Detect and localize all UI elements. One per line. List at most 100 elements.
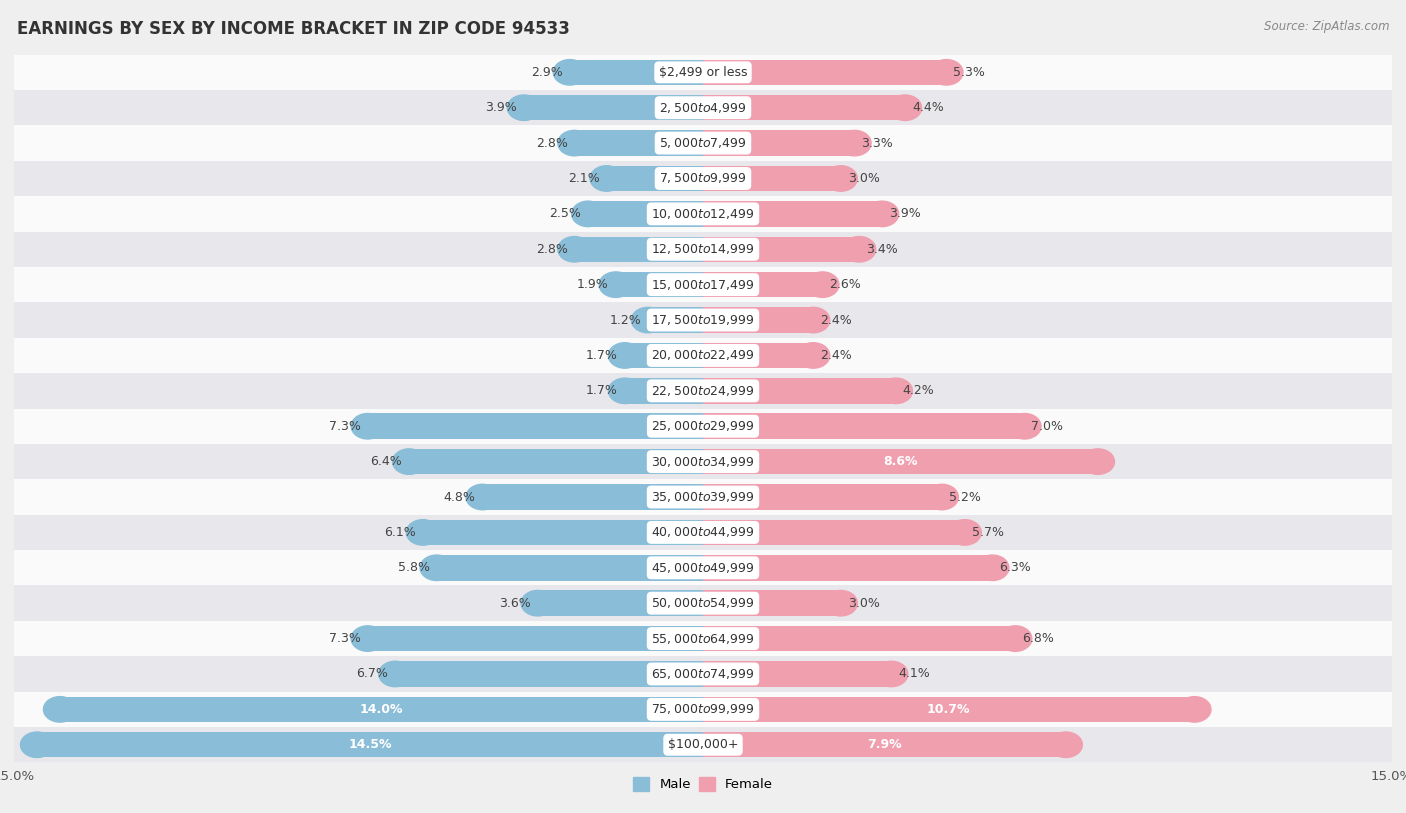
Bar <box>14 267 1392 302</box>
Circle shape <box>558 130 591 156</box>
Circle shape <box>609 343 641 368</box>
Text: 1.9%: 1.9% <box>576 278 609 291</box>
Circle shape <box>392 449 426 474</box>
Bar <box>703 661 891 687</box>
Bar <box>14 408 1392 444</box>
Circle shape <box>609 378 641 403</box>
Circle shape <box>976 555 1010 580</box>
Text: $65,000 to $74,999: $65,000 to $74,999 <box>651 667 755 681</box>
Circle shape <box>572 201 605 227</box>
Circle shape <box>925 485 959 510</box>
Bar <box>648 307 703 333</box>
Bar <box>368 626 703 651</box>
Text: 14.0%: 14.0% <box>360 703 404 716</box>
Bar <box>703 130 855 156</box>
Bar <box>14 727 1392 763</box>
Bar <box>14 337 1392 373</box>
Bar <box>14 585 1392 621</box>
Bar <box>575 237 703 262</box>
Bar <box>703 307 813 333</box>
Text: 2.8%: 2.8% <box>536 243 568 256</box>
Bar <box>537 590 703 616</box>
Text: 7.9%: 7.9% <box>868 738 901 751</box>
Circle shape <box>522 590 554 616</box>
Bar <box>14 232 1392 267</box>
Bar <box>437 555 703 580</box>
Circle shape <box>824 166 858 191</box>
Circle shape <box>875 661 908 687</box>
Bar <box>37 732 703 758</box>
Text: 5.7%: 5.7% <box>972 526 1004 539</box>
Circle shape <box>406 520 439 546</box>
Bar <box>14 692 1392 727</box>
Bar <box>703 485 942 510</box>
Bar <box>569 59 703 85</box>
Text: 3.4%: 3.4% <box>866 243 898 256</box>
Text: $5,000 to $7,499: $5,000 to $7,499 <box>659 136 747 150</box>
Bar <box>703 449 1098 474</box>
Text: 3.3%: 3.3% <box>862 137 893 150</box>
Bar <box>703 343 813 368</box>
Circle shape <box>838 130 872 156</box>
Text: $40,000 to $44,999: $40,000 to $44,999 <box>651 525 755 539</box>
Circle shape <box>465 485 499 510</box>
Bar <box>588 201 703 227</box>
Text: 7.0%: 7.0% <box>1032 420 1063 433</box>
Bar <box>703 237 859 262</box>
Text: 2.9%: 2.9% <box>531 66 562 79</box>
Text: EARNINGS BY SEX BY INCOME BRACKET IN ZIP CODE 94533: EARNINGS BY SEX BY INCOME BRACKET IN ZIP… <box>17 20 569 38</box>
Circle shape <box>352 626 384 651</box>
Text: 2.6%: 2.6% <box>830 278 860 291</box>
Bar <box>14 373 1392 409</box>
Text: 1.7%: 1.7% <box>586 385 619 398</box>
Bar <box>616 272 703 298</box>
Text: $10,000 to $12,499: $10,000 to $12,499 <box>651 207 755 221</box>
Text: $75,000 to $99,999: $75,000 to $99,999 <box>651 702 755 716</box>
Text: 14.5%: 14.5% <box>349 738 392 751</box>
Text: 2.4%: 2.4% <box>820 349 852 362</box>
Circle shape <box>797 307 830 333</box>
Bar <box>14 550 1392 585</box>
Text: 6.7%: 6.7% <box>357 667 388 680</box>
Bar <box>14 480 1392 515</box>
Text: 2.8%: 2.8% <box>536 137 568 150</box>
Circle shape <box>44 697 76 722</box>
Text: $25,000 to $29,999: $25,000 to $29,999 <box>651 420 755 433</box>
Circle shape <box>631 307 665 333</box>
Text: $2,499 or less: $2,499 or less <box>659 66 747 79</box>
Bar <box>368 414 703 439</box>
Text: 6.1%: 6.1% <box>384 526 416 539</box>
Text: 2.5%: 2.5% <box>550 207 581 220</box>
Bar <box>14 161 1392 196</box>
Text: 3.0%: 3.0% <box>848 597 880 610</box>
Bar <box>14 515 1392 550</box>
Bar <box>703 166 841 191</box>
Bar <box>524 95 703 120</box>
Text: 10.7%: 10.7% <box>927 703 970 716</box>
Bar <box>703 414 1025 439</box>
Circle shape <box>879 378 912 403</box>
Text: 2.4%: 2.4% <box>820 314 852 327</box>
Text: 7.3%: 7.3% <box>329 632 361 645</box>
Text: $50,000 to $54,999: $50,000 to $54,999 <box>651 596 755 611</box>
Circle shape <box>1008 414 1040 439</box>
Bar <box>14 125 1392 161</box>
Text: 6.8%: 6.8% <box>1022 632 1054 645</box>
Bar <box>14 444 1392 480</box>
Circle shape <box>420 555 453 580</box>
Text: 4.8%: 4.8% <box>444 490 475 503</box>
Text: $12,500 to $14,999: $12,500 to $14,999 <box>651 242 755 256</box>
Bar <box>703 520 965 546</box>
Circle shape <box>378 661 412 687</box>
Text: 3.9%: 3.9% <box>485 101 517 114</box>
Legend: Male, Female: Male, Female <box>627 772 779 797</box>
Text: $15,000 to $17,499: $15,000 to $17,499 <box>651 278 755 292</box>
Bar <box>703 555 993 580</box>
Bar <box>423 520 703 546</box>
Bar <box>703 95 905 120</box>
Text: 5.2%: 5.2% <box>949 490 980 503</box>
Text: 1.7%: 1.7% <box>586 349 619 362</box>
Circle shape <box>591 166 623 191</box>
Bar <box>60 697 703 722</box>
Circle shape <box>508 95 540 120</box>
